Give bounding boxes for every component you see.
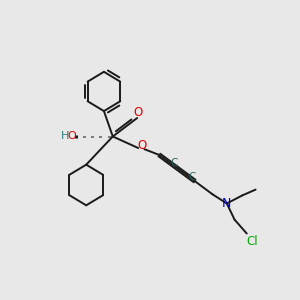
Text: N: N	[222, 197, 232, 210]
Text: Cl: Cl	[247, 235, 258, 248]
Text: H: H	[61, 131, 69, 142]
Text: O: O	[67, 131, 76, 142]
Text: C: C	[170, 158, 177, 168]
Text: O: O	[137, 139, 147, 152]
Text: C: C	[189, 172, 196, 182]
Text: O: O	[134, 106, 143, 119]
